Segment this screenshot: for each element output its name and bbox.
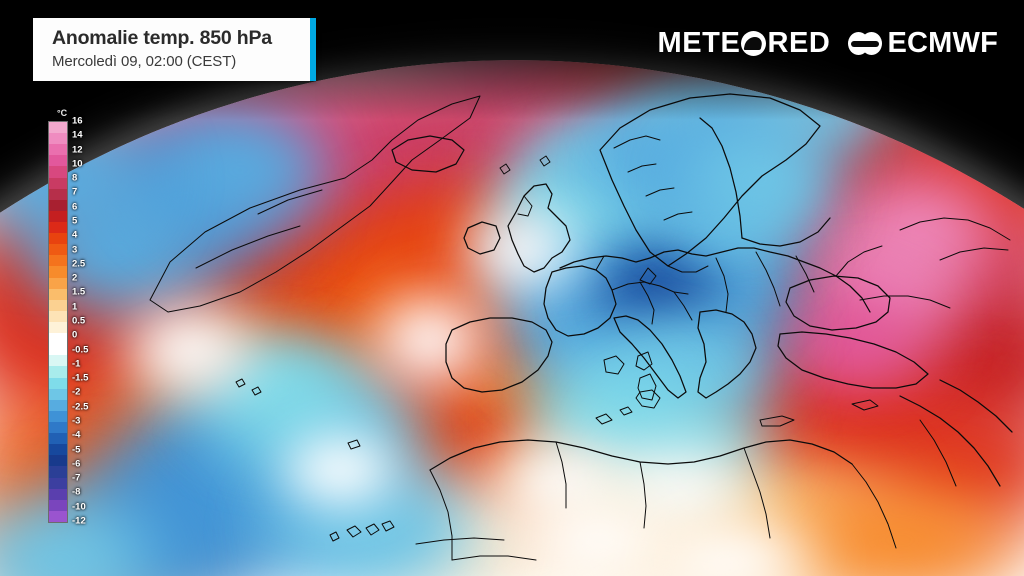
legend-swatch [49,344,67,356]
temperature-anomaly-field [0,60,1024,576]
legend-swatch [49,355,67,367]
legend-tick: 12 [72,144,83,156]
legend-color-bar [48,121,68,523]
legend-tick: 3 [72,244,78,256]
legend-tick: -0.5 [72,344,89,356]
legend-tick: 16 [72,115,83,127]
legend-swatch [49,455,67,467]
legend-swatch [49,433,67,445]
ecmwf-rings-icon [848,32,883,55]
legend-swatch [49,310,67,322]
legend-tick: -4 [72,429,81,441]
meteored-globe-icon [741,31,767,56]
legend-tick: 0 [72,329,78,341]
legend-swatch [49,122,67,134]
legend-swatch [49,466,67,478]
legend-swatch [49,144,67,156]
legend-tick: 2.5 [72,258,86,270]
legend-tick: -8 [72,486,81,498]
legend-swatch [49,155,67,167]
legend-tick: -1 [72,358,81,370]
legend-swatch [49,288,67,300]
legend-swatch [49,421,67,434]
meteored-logo[interactable]: METE RED [657,27,830,60]
legend-swatch [49,266,67,278]
legend-tick: 4 [72,229,78,241]
legend-tick: -2.5 [72,401,89,413]
legend-tick: -6 [72,458,81,470]
legend-swatch [49,499,67,511]
legend-tick: -10 [72,501,86,513]
legend-tick: 1 [72,301,78,313]
legend-tick: -12 [72,515,86,527]
legend-tick: 10 [72,158,83,170]
ecmwf-label: ECMWF [887,27,998,59]
meteored-label-part2: RED [767,27,831,59]
legend-tick: 5 [72,215,78,227]
meteored-label-part1: METE [657,27,741,59]
legend-swatch [49,510,67,522]
legend-swatch [49,244,67,256]
legend-swatch [49,444,67,456]
legend-swatch [49,477,67,489]
legend-tick: 6 [72,201,78,213]
page-title: Anomalie temp. 850 hPa [52,27,272,49]
map-timestamp: Mercoledì 09, 02:00 (CEST) [52,53,237,70]
legend-tick: 8 [72,172,78,184]
ecmwf-logo[interactable]: ECMWF [848,27,998,60]
legend-swatch [49,388,67,400]
legend-swatch [49,410,67,422]
legend-tick: -2 [72,386,81,398]
legend-swatch [49,333,67,345]
legend-swatch [49,366,67,378]
legend-swatch [49,277,67,289]
legend-swatch [49,488,67,500]
legend-swatch [49,210,67,222]
map-title-card: Anomalie temp. 850 hPa Mercoledì 09, 02:… [33,18,316,81]
legend-swatch [49,399,67,411]
legend-tick: 14 [72,129,83,141]
legend-swatch [49,299,67,311]
legend-swatch [49,321,67,334]
legend-swatch [49,221,67,234]
legend-tick: -7 [72,472,81,484]
color-scale-legend: °C 16 14 12 10 8 7 6 5 4 3 2.5 2 1.5 1 0.5 0 -0.5 -1 -1.5 -… [48,108,106,526]
legend-tick: -3 [72,415,81,427]
legend-swatch [49,199,67,211]
legend-swatch [49,166,67,178]
legend-swatch [49,188,67,200]
legend-swatch [49,377,67,389]
legend-tick: 7 [72,186,78,198]
globe-surface [0,60,1024,576]
legend-swatch [49,233,67,245]
legend-tick: -1.5 [72,372,89,384]
globe [0,60,1024,576]
legend-tick: 2 [72,272,78,284]
legend-unit-label: °C [57,108,68,118]
legend-swatch [49,255,67,267]
legend-tick-labels: 16 14 12 10 8 7 6 5 4 3 2.5 2 1.5 1 0.5 0 -0.5 -1 -1.5 -2 -2… [72,116,106,526]
legend-tick: 1.5 [72,286,86,298]
legend-swatch [49,133,67,145]
legend-swatch [49,177,67,189]
legend-tick: -5 [72,444,81,456]
legend-tick: 0.5 [72,315,86,327]
brand-row: METE RED ECMWF [657,27,998,60]
